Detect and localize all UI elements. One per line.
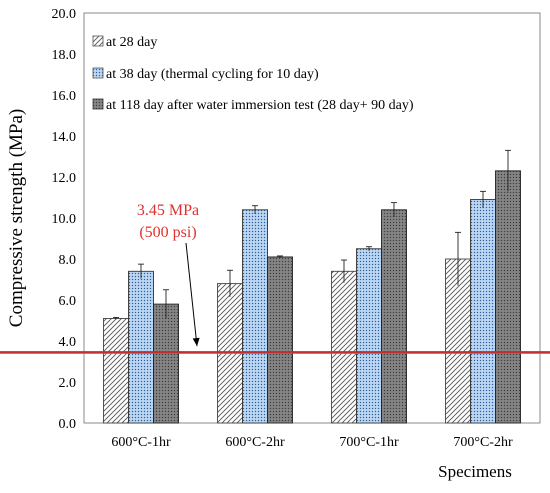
bar-600-c-2hr-series-1 xyxy=(242,209,268,424)
y-tick-label: 20.0 xyxy=(52,7,77,22)
legend-swatch-38-day xyxy=(92,67,104,79)
bars xyxy=(103,170,521,424)
y-tick-label: 2.0 xyxy=(59,376,77,391)
bar-700-c-2hr-series-2 xyxy=(495,170,521,424)
x-axis: 600°C-1hr 600°C-2hr 700°C-1hr 700°C-2hr xyxy=(111,435,513,450)
y-tick-label: 6.0 xyxy=(59,294,77,309)
y-tick-label: 0.0 xyxy=(59,417,77,432)
legend-label-118-day: at 118 day after water immersion test (2… xyxy=(106,98,414,113)
y-axis-title: Compressive strength (MPa) xyxy=(6,109,27,327)
annotation-arrow xyxy=(185,242,198,347)
plot-area-border xyxy=(83,12,541,424)
x-tick-label-700-c-2hr: 700°C-2hr xyxy=(453,435,513,450)
bar-600-c-1hr-series-2 xyxy=(153,303,179,424)
bar-600-c-2hr-series-2 xyxy=(267,256,293,424)
plot-frame xyxy=(83,12,541,424)
y-tick-label: 8.0 xyxy=(59,253,77,268)
bar-700-c-2hr-series-1 xyxy=(470,199,496,424)
x-tick-label-600-c-2hr: 600°C-2hr xyxy=(225,435,285,450)
x-tick-label-600-c-1hr: 600°C-1hr xyxy=(111,435,171,450)
legend-label-28-day: at 28 day xyxy=(106,35,157,50)
legend-label-38-day: at 38 day (thermal cycling for 10 day) xyxy=(106,67,319,82)
bar-700-c-2hr-series-0 xyxy=(445,258,471,424)
y-tick-label: 14.0 xyxy=(52,130,77,145)
reference-line-group xyxy=(0,351,550,355)
y-tick-label: 16.0 xyxy=(52,89,77,104)
reference-annotation-psi: (500 psi) xyxy=(139,224,196,241)
y-axis: 0.0 2.0 4.0 6.0 8.0 10.0 12.0 14.0 16.0 18.0 20.0 xyxy=(52,7,77,432)
bar-700-c-1hr-series-1 xyxy=(356,248,382,424)
error-bars xyxy=(113,149,511,320)
y-tick-label: 18.0 xyxy=(52,48,77,63)
annotation-arrowhead xyxy=(192,337,200,347)
y-tick-label: 4.0 xyxy=(59,335,77,350)
legend-swatch-28-day xyxy=(92,35,104,47)
bar-700-c-1hr-series-0 xyxy=(331,270,357,424)
bar-600-c-1hr-series-0 xyxy=(103,318,129,424)
bar-600-c-1hr-series-1 xyxy=(128,270,154,424)
bar-700-c-1hr-series-2 xyxy=(381,209,407,424)
x-tick-label-700-c-1hr: 700°C-1hr xyxy=(339,435,399,450)
x-axis-title: Specimens xyxy=(438,462,512,481)
legend-swatch-118-day xyxy=(92,98,104,110)
reference-annotation-mpa: 3.45 MPa xyxy=(137,202,199,219)
legend: at 28 day at 38 day (thermal cycling for… xyxy=(92,35,414,113)
y-tick-label: 12.0 xyxy=(52,171,77,186)
y-tick-label: 10.0 xyxy=(52,212,77,227)
